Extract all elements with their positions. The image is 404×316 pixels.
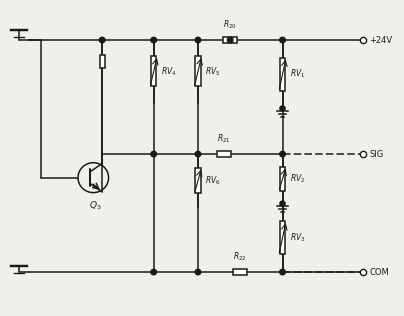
Text: $Q_3$: $Q_3$ bbox=[89, 200, 101, 212]
Circle shape bbox=[195, 269, 201, 275]
Bar bbox=[151, 56, 156, 87]
Text: $RV_1$: $RV_1$ bbox=[290, 68, 305, 81]
Text: $R_{20}$: $R_{20}$ bbox=[223, 19, 237, 31]
Bar bbox=[280, 58, 285, 91]
Circle shape bbox=[151, 269, 156, 275]
Text: $RV_6$: $RV_6$ bbox=[205, 174, 221, 187]
Bar bbox=[217, 151, 231, 157]
Circle shape bbox=[195, 37, 201, 43]
Circle shape bbox=[99, 37, 105, 43]
Bar bbox=[280, 222, 285, 254]
Circle shape bbox=[227, 37, 233, 43]
Text: $RV_5$: $RV_5$ bbox=[205, 65, 221, 78]
Circle shape bbox=[280, 151, 285, 157]
Bar bbox=[196, 168, 201, 193]
Text: $R_{21}$: $R_{21}$ bbox=[217, 133, 231, 145]
Circle shape bbox=[280, 106, 285, 111]
Text: +24V: +24V bbox=[369, 35, 392, 45]
Text: $RV_2$: $RV_2$ bbox=[290, 173, 305, 185]
Circle shape bbox=[151, 37, 156, 43]
Text: SIG: SIG bbox=[369, 149, 383, 159]
Circle shape bbox=[280, 201, 285, 206]
Bar bbox=[280, 167, 285, 191]
Circle shape bbox=[195, 151, 201, 157]
Bar bbox=[196, 56, 201, 87]
Circle shape bbox=[280, 269, 285, 275]
Circle shape bbox=[280, 37, 285, 43]
Circle shape bbox=[151, 151, 156, 157]
Text: $RV_4$: $RV_4$ bbox=[161, 65, 177, 78]
Bar bbox=[223, 37, 238, 43]
Text: COM: COM bbox=[369, 268, 389, 276]
Bar bbox=[233, 269, 248, 275]
Bar bbox=[99, 55, 105, 68]
Text: $RV_3$: $RV_3$ bbox=[290, 232, 305, 244]
Text: $R_{22}$: $R_{22}$ bbox=[234, 251, 247, 264]
